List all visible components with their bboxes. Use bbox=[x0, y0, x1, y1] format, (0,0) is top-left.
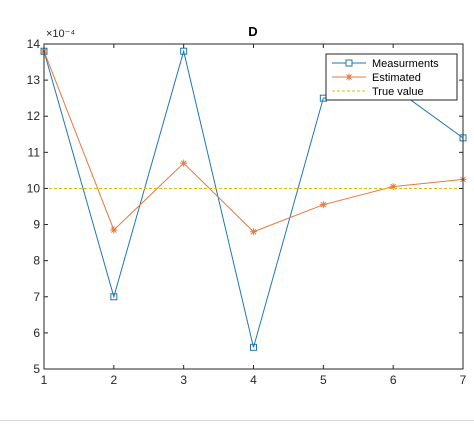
data-point bbox=[180, 159, 188, 167]
x-tick-label: 2 bbox=[110, 373, 117, 387]
y-tick-label: 10 bbox=[27, 181, 41, 195]
legend-item-0: Measurments bbox=[332, 58, 439, 70]
data-point-stroke bbox=[320, 201, 327, 208]
x-tick-label: 7 bbox=[460, 373, 467, 387]
legend-marker bbox=[345, 73, 353, 81]
data-point bbox=[250, 228, 257, 236]
legend-marker bbox=[345, 59, 353, 67]
data-point-stroke bbox=[250, 228, 257, 235]
legend: Measurments Estimated True value bbox=[325, 53, 458, 101]
data-point bbox=[389, 183, 397, 191]
legend-marker-stroke bbox=[346, 74, 352, 80]
y-tick-label: 13 bbox=[27, 73, 41, 87]
x-tick-label: 5 bbox=[320, 373, 327, 387]
y-tick-label: 7 bbox=[33, 290, 40, 304]
y-tick-label: 12 bbox=[27, 109, 41, 123]
data-point-stroke bbox=[110, 227, 117, 233]
legend-label: Measurments bbox=[372, 58, 439, 70]
y-tick-label: 14 bbox=[27, 37, 41, 51]
data-point bbox=[110, 226, 118, 234]
chart-title: D bbox=[248, 24, 257, 39]
legend-label: Estimated bbox=[372, 72, 421, 84]
y-axis-exponent: ×10⁻⁴ bbox=[46, 28, 75, 40]
x-tick-label: 6 bbox=[390, 373, 397, 387]
y-tick-label: 6 bbox=[33, 326, 40, 340]
y-tick-label: 9 bbox=[33, 218, 40, 232]
legend-label: True value bbox=[372, 86, 424, 98]
y-tick-label: 8 bbox=[33, 254, 40, 268]
legend-item-1: Estimated bbox=[332, 72, 421, 84]
data-point bbox=[180, 47, 188, 55]
x-tick-label: 3 bbox=[180, 373, 187, 387]
y-tick-label: 5 bbox=[33, 362, 40, 376]
data-point bbox=[250, 343, 257, 351]
x-tick-label: 4 bbox=[250, 373, 257, 387]
y-tick-label: 11 bbox=[28, 145, 41, 159]
x-tick-label: 1 bbox=[41, 373, 48, 387]
figure-divider bbox=[0, 420, 474, 421]
data-point-stroke bbox=[180, 160, 187, 167]
legend-item-2: True value bbox=[332, 86, 424, 98]
data-point bbox=[110, 293, 118, 301]
data-point bbox=[319, 201, 327, 209]
